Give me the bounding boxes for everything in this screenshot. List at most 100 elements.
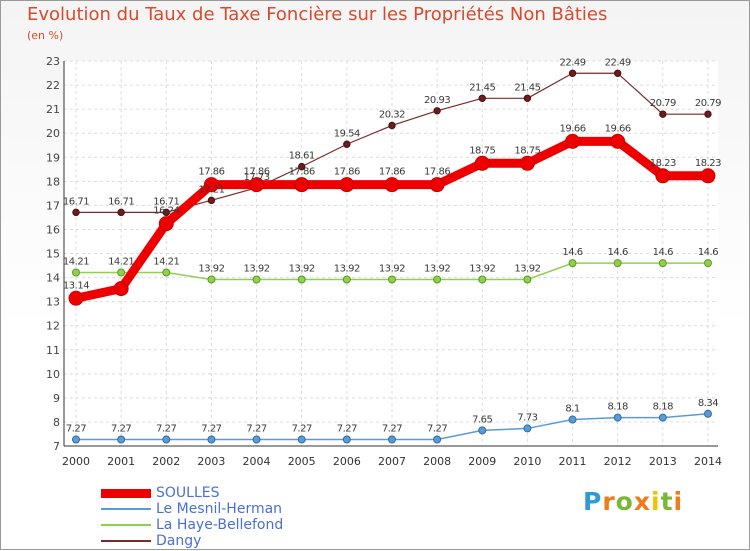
data-label-le-mesnil-herman: 7.27	[292, 424, 312, 435]
legend-swatch	[101, 508, 151, 510]
data-label-le-mesnil-herman: 7.73	[517, 412, 537, 423]
y-tick-label: 20	[46, 127, 60, 140]
data-label-la-haye-bellefond: 14.6	[698, 247, 718, 258]
data-point-dangy	[704, 110, 712, 118]
legend-swatch	[101, 540, 151, 542]
data-label-le-mesnil-herman: 7.27	[246, 424, 266, 435]
data-label-soulles: 17.86	[424, 167, 450, 178]
data-label-dangy: 16.71	[63, 196, 89, 207]
data-point-dangy	[298, 162, 306, 171]
unit-label: (en %)	[27, 29, 64, 42]
data-label-soulles: 17.86	[379, 167, 405, 178]
data-point-dangy	[388, 121, 396, 130]
data-point-dangy	[117, 208, 125, 217]
data-label-soulles: 17.86	[334, 167, 360, 178]
data-label-dangy: 17.73	[243, 172, 269, 183]
data-label-dangy: 18.61	[289, 151, 315, 162]
data-point-la-haye-bellefond	[342, 275, 351, 284]
legend-label: La Haye-Bellefond	[156, 517, 284, 533]
data-point-la-haye-bellefond	[613, 259, 622, 268]
data-point-la-haye-bellefond	[568, 259, 577, 268]
y-tick-label: 17	[46, 199, 60, 212]
data-point-la-haye-bellefond	[117, 268, 126, 277]
data-point-la-haye-bellefond	[703, 259, 712, 268]
data-label-soulles: 19.66	[559, 123, 585, 134]
data-label-la-haye-bellefond: 13.92	[334, 263, 360, 274]
data-point-dangy	[523, 94, 532, 102]
data-label-la-haye-bellefond: 14.21	[153, 257, 179, 268]
data-label-le-mesnil-herman: 7.27	[66, 424, 86, 435]
data-point-le-mesnil-herman	[433, 435, 442, 444]
data-label-le-mesnil-herman: 8.34	[698, 398, 718, 409]
data-label-soulles: 18.23	[650, 158, 676, 169]
x-tick-label: 2013	[649, 455, 677, 468]
x-tick-label: 2006	[333, 455, 361, 468]
data-label-soulles: 19.66	[605, 123, 631, 134]
data-point-soulles	[610, 133, 626, 149]
y-tick-label: 13	[46, 296, 60, 309]
data-point-la-haye-bellefond	[433, 275, 442, 284]
chart-title: Evolution du Taux de Taxe Foncière sur l…	[27, 4, 608, 25]
y-tick-label: 10	[46, 368, 60, 381]
data-point-le-mesnil-herman	[478, 426, 487, 435]
data-label-le-mesnil-herman: 7.27	[427, 424, 447, 435]
legend-label: Dangy	[156, 533, 202, 549]
data-label-soulles: 18.75	[469, 145, 495, 156]
data-point-le-mesnil-herman	[72, 435, 80, 444]
data-label-la-haye-bellefond: 13.92	[514, 263, 540, 274]
x-tick-label: 2004	[243, 455, 271, 468]
data-label-le-mesnil-herman: 8.18	[653, 402, 673, 413]
data-label-la-haye-bellefond: 13.92	[379, 263, 405, 274]
y-tick-label: 9	[53, 392, 60, 405]
data-point-le-mesnil-herman	[297, 435, 306, 444]
data-point-la-haye-bellefond	[72, 268, 80, 277]
data-point-la-haye-bellefond	[162, 268, 171, 277]
data-label-dangy: 17.21	[198, 184, 224, 195]
x-tick-label: 2009	[468, 455, 496, 468]
x-tick-label: 2000	[62, 455, 90, 468]
data-label-dangy: 21.45	[514, 82, 540, 93]
data-point-le-mesnil-herman	[252, 435, 261, 444]
x-tick-label: 2008	[423, 455, 451, 468]
data-point-soulles	[655, 168, 671, 184]
data-point-soulles	[203, 177, 219, 193]
data-point-le-mesnil-herman	[568, 415, 577, 424]
data-point-le-mesnil-herman	[523, 424, 532, 433]
data-label-soulles: 17.86	[243, 167, 269, 178]
data-point-dangy	[659, 110, 667, 118]
data-label-dangy: 20.32	[379, 109, 405, 120]
data-point-dangy	[207, 196, 216, 205]
y-tick-label: 22	[46, 79, 60, 92]
data-point-soulles	[565, 133, 581, 149]
data-point-dangy	[162, 208, 170, 217]
data-point-soulles	[158, 216, 174, 232]
data-label-la-haye-bellefond: 13.92	[289, 263, 315, 274]
data-label-le-mesnil-herman: 7.27	[337, 424, 357, 435]
data-label-la-haye-bellefond: 13.92	[469, 263, 495, 274]
data-point-le-mesnil-herman	[703, 409, 712, 418]
data-label-le-mesnil-herman: 8.18	[608, 402, 628, 413]
data-label-la-haye-bellefond: 13.92	[424, 263, 450, 274]
data-point-dangy	[343, 140, 351, 148]
data-label-le-mesnil-herman: 7.65	[472, 414, 492, 425]
data-label-soulles: 17.86	[198, 167, 224, 178]
proxiti-logo: Proxiti	[583, 487, 684, 516]
data-label-la-haye-bellefond: 13.92	[243, 263, 269, 274]
data-label-la-haye-bellefond: 14.21	[108, 257, 134, 268]
data-point-le-mesnil-herman	[117, 435, 126, 444]
data-label-soulles: 18.75	[514, 145, 540, 156]
data-point-dangy	[568, 69, 577, 77]
data-label-la-haye-bellefond: 13.92	[198, 263, 224, 274]
x-tick-label: 2012	[604, 455, 632, 468]
data-label-la-haye-bellefond: 14.21	[63, 257, 89, 268]
y-tick-label: 18	[46, 175, 60, 188]
data-label-le-mesnil-herman: 7.27	[111, 424, 131, 435]
data-point-soulles	[113, 281, 129, 297]
y-tick-label: 16	[46, 223, 60, 236]
data-point-soulles	[519, 155, 535, 171]
data-label-dangy: 19.54	[334, 128, 360, 139]
data-label-dangy: 20.79	[650, 98, 676, 109]
data-point-dangy	[478, 94, 486, 102]
